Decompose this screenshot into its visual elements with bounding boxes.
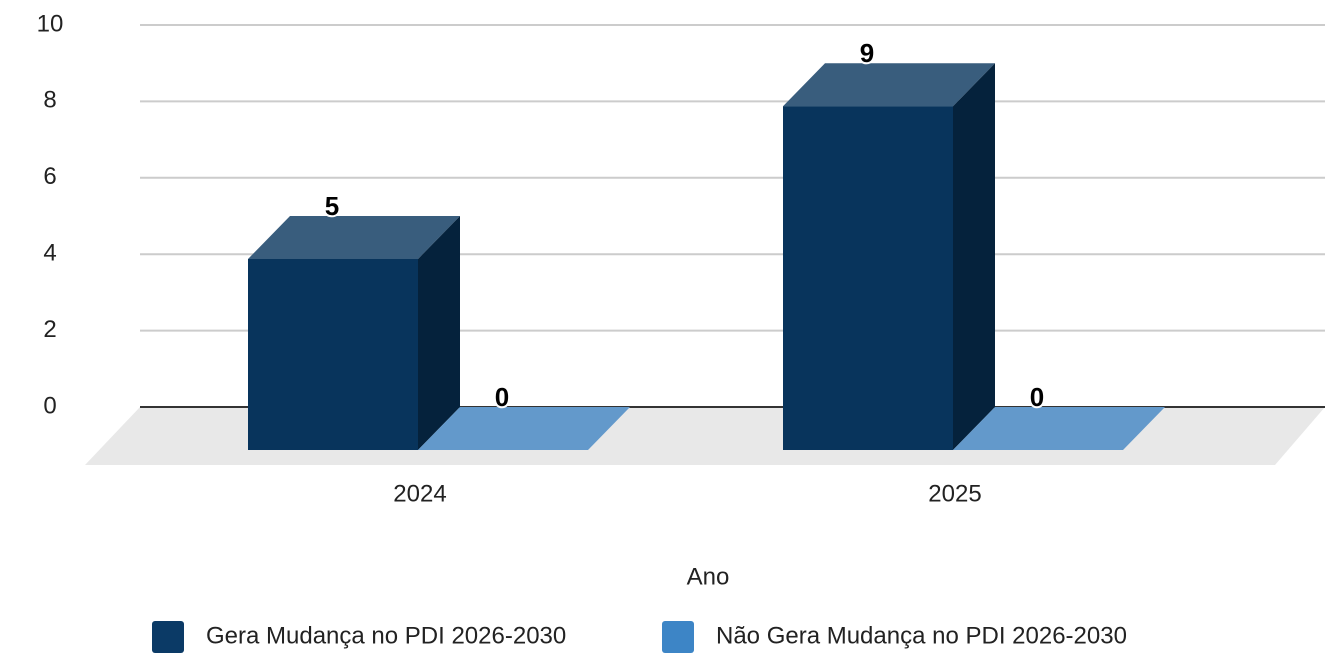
x-axis-label: Ano xyxy=(687,563,730,590)
legend-label: Não Gera Mudança no PDI 2026-2030 xyxy=(716,622,1127,649)
x-tick-label: 2025 xyxy=(928,480,981,507)
bar-side xyxy=(953,63,995,450)
y-tick-label: 0 xyxy=(43,392,56,419)
value-label: 0 xyxy=(495,382,509,412)
bar-top xyxy=(418,407,630,450)
bar-front xyxy=(248,259,418,450)
value-label: 5 xyxy=(325,191,339,221)
y-tick-label: 6 xyxy=(43,163,56,190)
bar xyxy=(418,407,630,450)
bar-top xyxy=(248,216,460,259)
legend-label: Gera Mudança no PDI 2026-2030 xyxy=(206,622,566,649)
legend-swatch xyxy=(152,621,184,653)
bar-top xyxy=(783,63,995,107)
bar-top xyxy=(953,407,1165,450)
value-label: 9 xyxy=(860,38,874,68)
bar-side xyxy=(418,216,460,450)
y-tick-label: 4 xyxy=(43,240,56,267)
x-tick-label: 2024 xyxy=(393,480,446,507)
bar-front xyxy=(783,106,953,450)
legend-swatch xyxy=(662,621,694,653)
y-tick-label: 2 xyxy=(43,316,56,343)
y-tick-label: 10 xyxy=(37,10,64,37)
value-label: 0 xyxy=(1030,382,1044,412)
bar xyxy=(248,216,460,450)
bar xyxy=(783,63,995,450)
bar xyxy=(953,407,1165,450)
y-tick-label: 8 xyxy=(43,87,56,114)
